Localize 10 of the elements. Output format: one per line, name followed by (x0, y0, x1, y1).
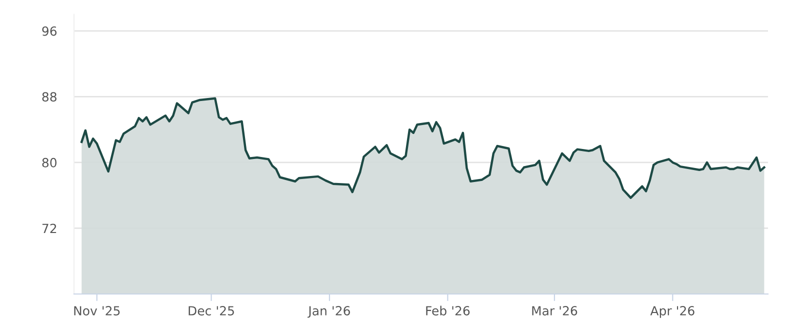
y-tick-label: 96 (42, 26, 57, 36)
y-tick-label: 80 (42, 158, 57, 168)
x-tick-label: Mar '26 (532, 306, 578, 316)
x-tick-label: Apr '26 (650, 306, 694, 318)
y-tick-label: 72 (42, 224, 56, 233)
y-tick-label: 88 (42, 92, 56, 102)
x-tick-label: Jan '26 (308, 306, 350, 318)
x-tick-label: Nov '25 (74, 306, 120, 316)
x-tick-label: Dec '25 (188, 306, 234, 316)
x-tick-label: Feb '26 (426, 306, 470, 316)
